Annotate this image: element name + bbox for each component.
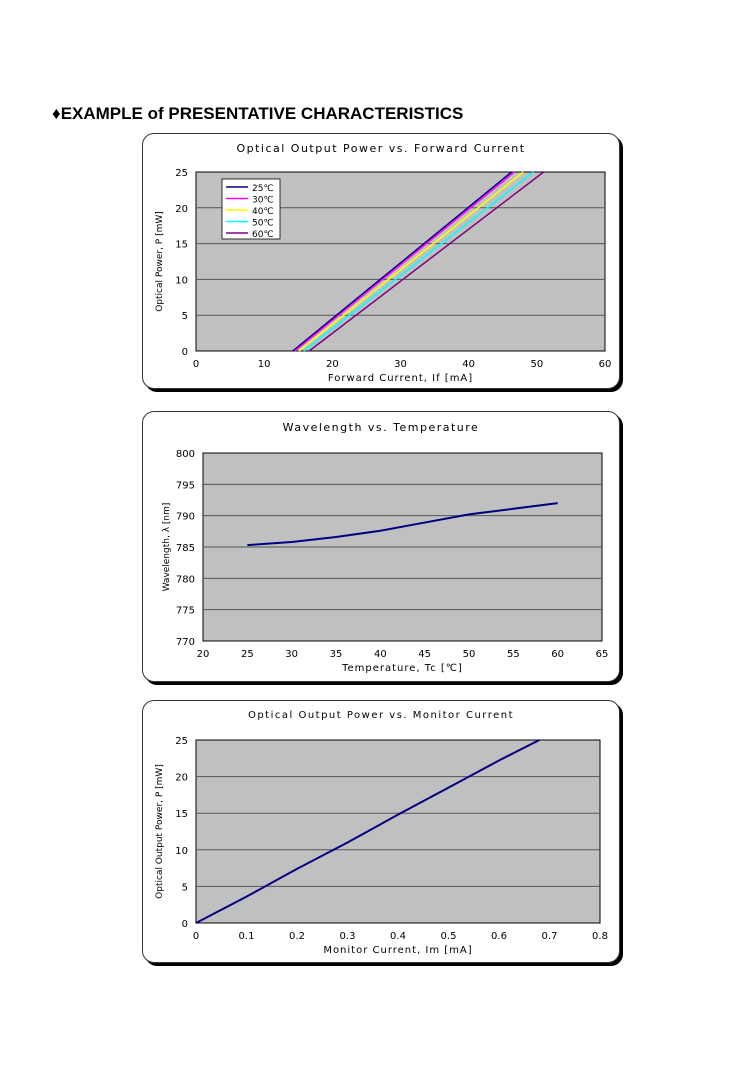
y-tick-label: 785 bbox=[176, 543, 195, 554]
x-tick-label: 50 bbox=[463, 649, 476, 660]
x-tick-label: 0.1 bbox=[239, 931, 255, 942]
x-tick-label: 65 bbox=[596, 649, 609, 660]
x-tick-label: 0 bbox=[193, 931, 199, 942]
y-tick-label: 800 bbox=[176, 449, 195, 460]
y-tick-label: 770 bbox=[176, 637, 195, 648]
y-axis-label: Optical Output Power, P [mW] bbox=[155, 764, 165, 899]
y-axis-label: Optical Power, P [mW] bbox=[155, 211, 165, 312]
x-tick-label: 0.2 bbox=[289, 931, 305, 942]
legend-box bbox=[221, 178, 281, 240]
chart-svg: Wavelength vs. Temperature 770 775 780 785 79… bbox=[162, 421, 609, 674]
legend-label: 40℃ bbox=[252, 207, 274, 217]
y-tick-label: 10 bbox=[175, 275, 188, 286]
chart-svg: Optical Output Power vs. Forward Current… bbox=[155, 142, 612, 384]
y-tick-label: 15 bbox=[175, 240, 188, 251]
legend-label: 30℃ bbox=[252, 196, 274, 206]
x-tick-label: 40 bbox=[462, 359, 475, 370]
y-tick-label: 25 bbox=[175, 168, 188, 179]
x-tick-label: 60 bbox=[551, 649, 564, 660]
x-tick-label: 20 bbox=[326, 359, 339, 370]
x-tick-label: 0.4 bbox=[390, 931, 406, 942]
legend-label: 60℃ bbox=[252, 230, 274, 240]
y-tick-label: 780 bbox=[176, 574, 195, 585]
x-tick-label: 60 bbox=[599, 359, 612, 370]
y-tick-label: 775 bbox=[176, 606, 195, 617]
y-tick-label: 0 bbox=[182, 347, 188, 358]
y-tick-label: 5 bbox=[182, 311, 188, 322]
series-line bbox=[292, 171, 513, 352]
x-tick-label: 30 bbox=[285, 649, 298, 660]
chart-monitor-current: Optical Output Power vs. Monitor Current… bbox=[142, 700, 620, 963]
section-heading: ♦EXAMPLE of PRESENTATIVE CHARACTERISTICS bbox=[52, 104, 463, 124]
heading-text: EXAMPLE of PRESENTATIVE CHARACTERISTICS bbox=[60, 104, 464, 123]
x-tick-label: 0 bbox=[193, 359, 199, 370]
x-tick-label: 55 bbox=[507, 649, 520, 660]
y-tick-label: 795 bbox=[176, 480, 195, 491]
series-line bbox=[303, 171, 534, 352]
x-tick-label: 0.5 bbox=[441, 931, 457, 942]
y-tick-label: 15 bbox=[175, 809, 188, 820]
diamond-bullet-icon: ♦ bbox=[52, 104, 61, 123]
series-line bbox=[298, 171, 524, 352]
x-tick-label: 45 bbox=[418, 649, 431, 660]
x-tick-label: 0.6 bbox=[491, 931, 507, 942]
x-tick-label: 40 bbox=[374, 649, 387, 660]
x-tick-label: 0.3 bbox=[340, 931, 356, 942]
series-line bbox=[195, 739, 540, 924]
x-tick-label: 35 bbox=[330, 649, 343, 660]
chart-forward-current: Optical Output Power vs. Forward Current… bbox=[142, 133, 620, 389]
x-tick-label: 0.8 bbox=[592, 931, 608, 942]
y-tick-label: 790 bbox=[176, 512, 195, 523]
x-axis-label: Monitor Current, Im [mA] bbox=[323, 945, 472, 956]
x-tick-label: 30 bbox=[394, 359, 407, 370]
series-line bbox=[247, 502, 558, 547]
x-axis-label: Temperature, Tc [℃] bbox=[341, 663, 463, 674]
x-tick-label: 50 bbox=[530, 359, 543, 370]
series-line bbox=[308, 171, 545, 352]
y-axis-label: Wavelength, λ [nm] bbox=[162, 503, 172, 592]
x-tick-label: 25 bbox=[241, 649, 254, 660]
legend-label: 50℃ bbox=[252, 219, 274, 229]
x-tick-label: 20 bbox=[197, 649, 210, 660]
chart-title: Wavelength vs. Temperature bbox=[283, 421, 480, 434]
y-tick-label: 25 bbox=[175, 736, 188, 747]
chart-wavelength-temperature: Wavelength vs. Temperature 770 775 780 785 79… bbox=[142, 411, 620, 682]
plot-area bbox=[195, 739, 601, 924]
series-line bbox=[294, 171, 515, 352]
chart-title: Optical Output Power vs. Monitor Current bbox=[248, 710, 514, 721]
y-tick-label: 0 bbox=[182, 919, 188, 930]
y-tick-label: 5 bbox=[182, 882, 188, 893]
y-tick-label: 20 bbox=[175, 204, 188, 215]
y-tick-label: 10 bbox=[175, 846, 188, 857]
chart-title: Optical Output Power vs. Forward Current bbox=[236, 142, 525, 155]
x-axis-label: Forward Current, If [mA] bbox=[328, 373, 473, 384]
legend-label: 25℃ bbox=[252, 184, 274, 194]
chart-svg: Optical Output Power vs. Monitor Current… bbox=[155, 710, 608, 956]
y-tick-label: 20 bbox=[175, 773, 188, 784]
x-tick-label: 10 bbox=[258, 359, 271, 370]
x-tick-label: 0.7 bbox=[542, 931, 558, 942]
